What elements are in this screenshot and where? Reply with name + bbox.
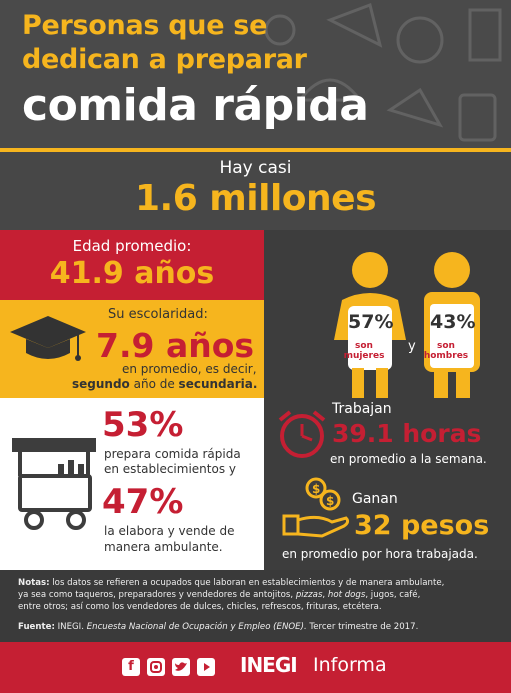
notes-text-2c: , [322, 590, 328, 600]
alarm-clock-icon [278, 410, 326, 458]
street-vendor-percent: 47% [102, 482, 184, 522]
source-org: INEGI. [54, 622, 87, 632]
footer-bar [0, 642, 511, 693]
woman-and-man-icon [334, 252, 480, 398]
establishments-panel [0, 398, 264, 570]
graduation-cap-icon [10, 316, 86, 361]
youtube-icon[interactable] [197, 658, 215, 676]
notes-line-3: entre otros; así como los vendedores de … [18, 602, 382, 612]
notes-text-2e: , jugos, café, [365, 590, 421, 600]
total-prefix: Hay casi [219, 158, 292, 178]
source-label: Fuente: [18, 622, 55, 632]
source-line: Fuente: INEGI. Encuesta Nacional de Ocup… [18, 622, 418, 633]
women-label: son mujeres [343, 341, 385, 361]
instagram-icon[interactable] [147, 658, 165, 676]
title-line-2: dedican a preparar [22, 44, 307, 75]
gender-conjunction: y [408, 339, 416, 354]
income-subtitle: en promedio por hora trabajada. [282, 547, 478, 561]
fixed-establishment-percent: 53% [102, 405, 184, 445]
notes-section [0, 570, 511, 642]
schooling-connector: año de [129, 377, 179, 391]
food-pattern-background [264, 3, 502, 142]
source-period: Tercer trimestre de 2017. [306, 622, 419, 632]
schooling-label: Su escolaridad: [108, 307, 208, 322]
svg-text:$: $ [326, 494, 334, 508]
schooling-line-1: en promedio, es decir, [122, 362, 257, 376]
schooling-grade: segundo [72, 377, 130, 391]
total-value: 1.6 millones [134, 178, 377, 219]
notes-line-2: ya sea como taqueros, preparadores y ven… [18, 590, 420, 601]
coins-in-hand-icon: $ $ [282, 477, 350, 538]
notes-text-1: los datos se refieren a ocupados que lab… [49, 578, 445, 588]
age-panel [0, 230, 264, 300]
income-label: Ganan [352, 491, 398, 507]
fixed-line-2: en establecimientos y [104, 462, 236, 476]
notes-text-2d: hot dogs [327, 590, 366, 600]
notes-text-2a: ya sea como taqueros, preparadores y ven… [18, 590, 296, 600]
svg-text:$: $ [312, 482, 320, 496]
schooling-level: secundaria. [178, 377, 258, 391]
notes-line-1: Notas: los datos se refieren a ocupados … [18, 578, 444, 589]
header-divider [0, 148, 511, 152]
food-cart-icon [12, 438, 96, 530]
hours-subtitle: en promedio a la semana. [330, 452, 487, 466]
inegi-logo: INEGI [240, 653, 298, 677]
hours-label: Trabajan [332, 401, 392, 417]
informa-label: Informa [313, 654, 387, 676]
fixed-line-1: prepara comida rápida [104, 447, 241, 461]
age-value: 41.9 años [49, 256, 215, 291]
title-line-1: Personas que se [22, 10, 268, 41]
schooling-value: 7.9 años [96, 326, 255, 365]
total-band [0, 152, 511, 230]
women-percent: 57% [348, 311, 394, 333]
facebook-icon[interactable]: f [122, 658, 140, 676]
header-banner [0, 0, 511, 148]
street-line-2: manera ambulante. [104, 540, 223, 554]
income-value: 32 pesos [354, 510, 490, 541]
notes-text-2b: pizzas [295, 590, 323, 600]
age-label: Edad promedio: [72, 237, 192, 255]
schooling-line-2: segundo año de secundaria. [72, 377, 257, 391]
men-percent: 43% [430, 311, 476, 333]
source-title: Encuesta Nacional de Ocupación y Empleo … [86, 622, 307, 632]
hours-value: 39.1 horas [332, 419, 482, 448]
notes-label: Notas: [18, 578, 50, 588]
street-line-1: la elabora y vende de [104, 524, 235, 538]
right-panel [264, 230, 511, 570]
title-line-3: comida rápida [22, 80, 369, 131]
men-label: son hombres [423, 341, 469, 361]
twitter-icon[interactable] [172, 658, 190, 676]
